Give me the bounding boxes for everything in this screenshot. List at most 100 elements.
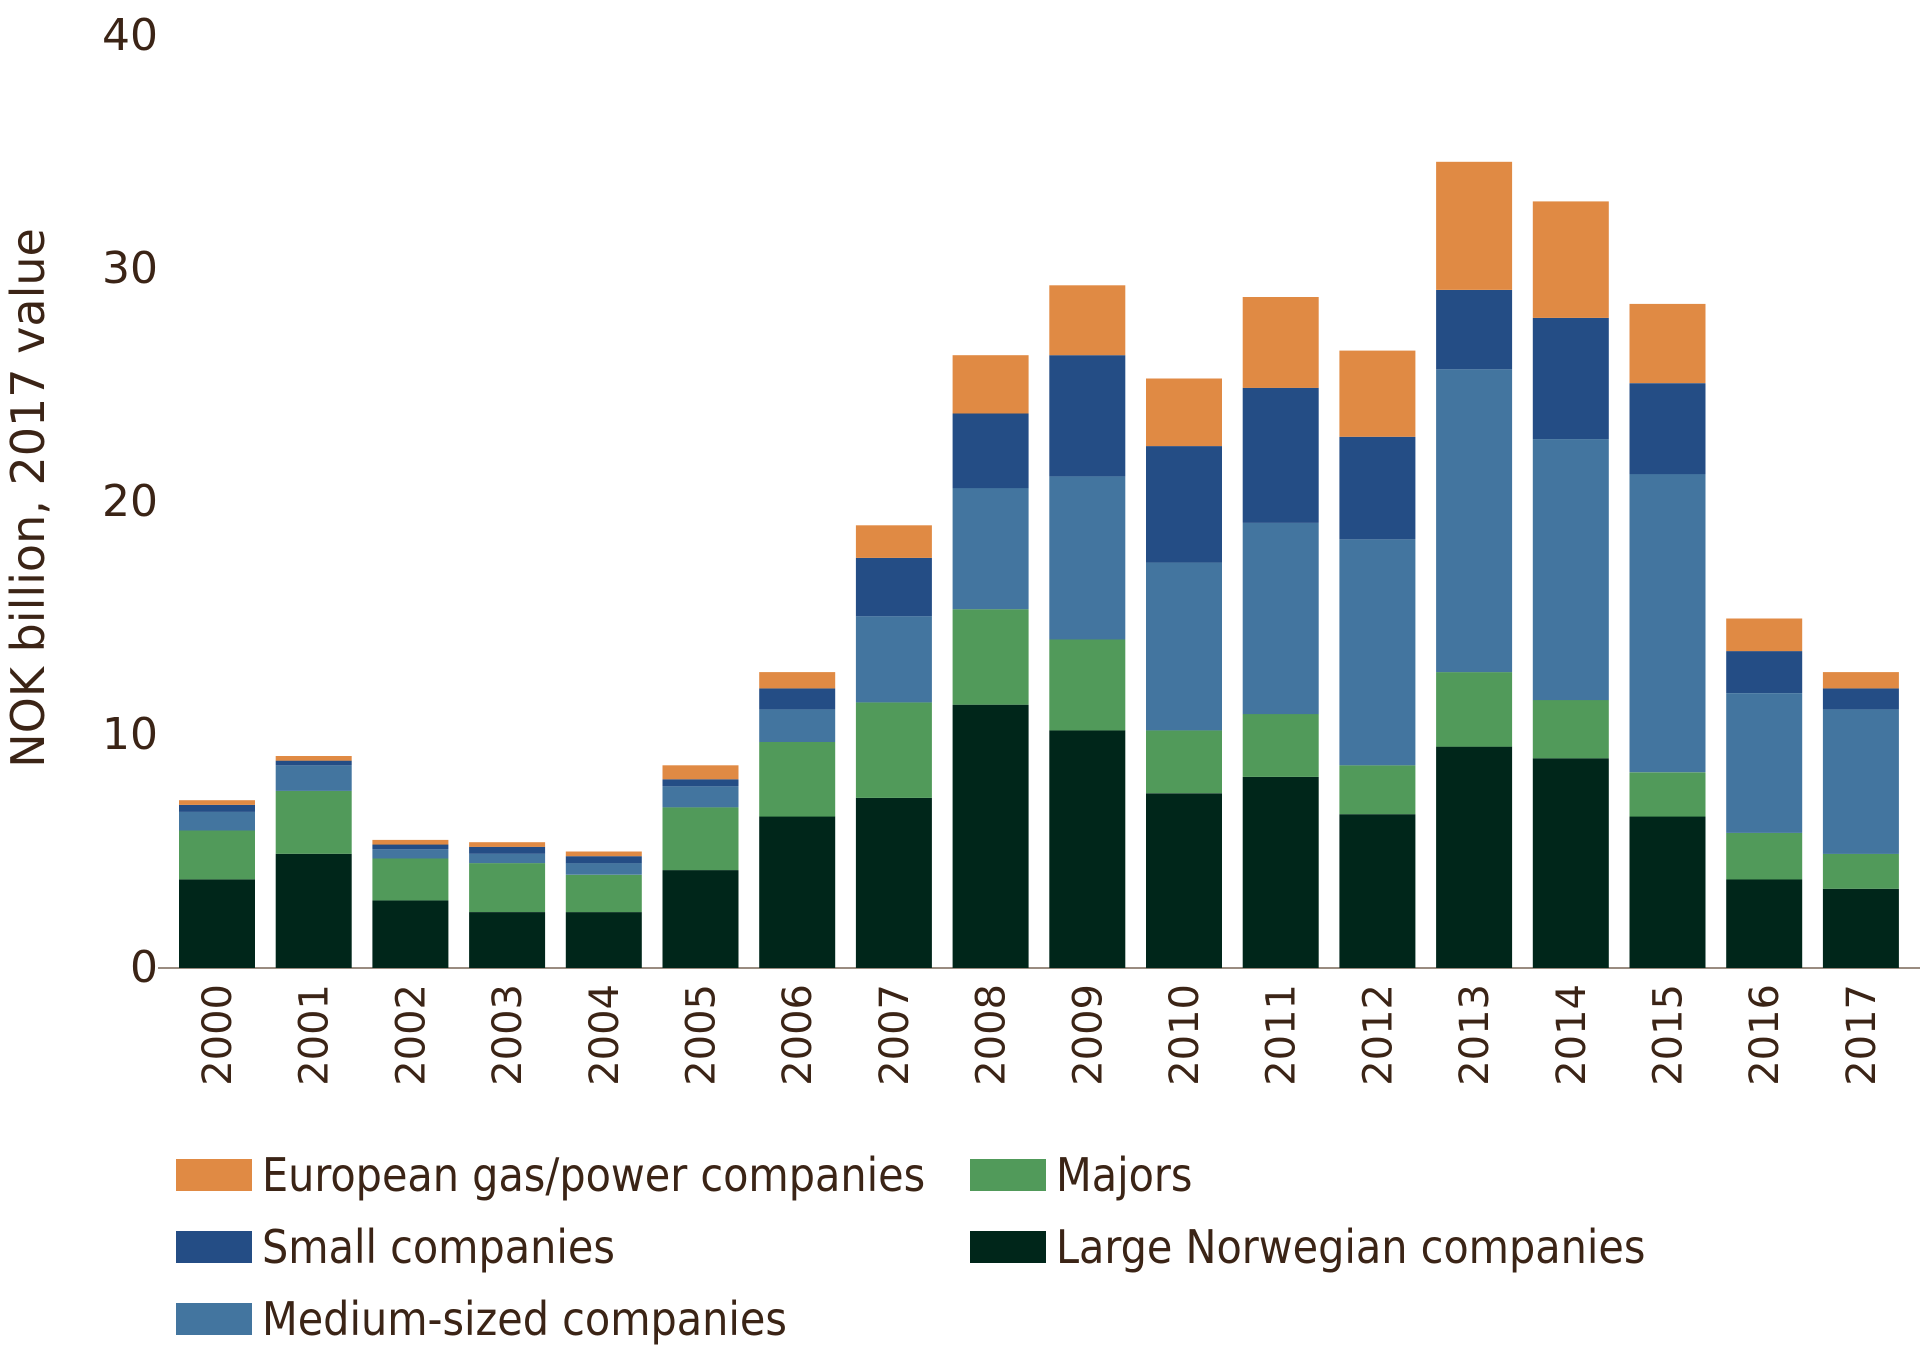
bar-small-2009 [1049, 355, 1126, 477]
bars [179, 161, 1899, 969]
x-tick-label: 2010 [1162, 984, 1208, 1086]
bar-large-2009 [1049, 730, 1126, 968]
x-tick-label: 2014 [1549, 984, 1595, 1086]
bar-european-2004 [565, 851, 642, 857]
bar-large-2000 [179, 879, 255, 968]
y-axis-label: NOK billion, 2017 value [1, 228, 55, 768]
x-tick-label: 2008 [969, 984, 1015, 1086]
bar-majors-2015 [1629, 772, 1706, 817]
bar-large-2001 [275, 853, 352, 968]
bar-large-2014 [1532, 758, 1609, 968]
bar-medium-2013 [1436, 369, 1513, 673]
bar-european-2016 [1726, 618, 1803, 652]
bar-medium-2015 [1629, 474, 1706, 773]
x-tick-label: 2001 [292, 984, 338, 1086]
bar-small-2005 [662, 779, 739, 787]
bar-medium-2017 [1822, 709, 1899, 854]
bar-medium-2016 [1726, 693, 1803, 833]
legend-label-large: Large Norwegian companies [1056, 1220, 1645, 1274]
bar-majors-2006 [759, 742, 836, 817]
bar-majors-2007 [855, 702, 932, 798]
bar-small-2013 [1436, 290, 1513, 370]
bar-european-2005 [662, 765, 739, 780]
bar-medium-2003 [469, 853, 546, 864]
legend-swatch-small [176, 1231, 252, 1263]
bar-majors-2002 [372, 858, 449, 901]
x-tick-label: 2015 [1646, 984, 1692, 1086]
bar-medium-2008 [952, 488, 1029, 610]
bar-small-2007 [855, 557, 932, 617]
bar-european-2013 [1436, 161, 1513, 290]
bar-small-2003 [469, 846, 546, 854]
bar-european-2009 [1049, 285, 1126, 356]
x-axis-ticks: 2000 2001 2002 2003 2004 2005 2006 2007 2008 2009… [195, 984, 1885, 1086]
bar-majors-2016 [1726, 832, 1803, 880]
bar-medium-2005 [662, 786, 739, 808]
bar-large-2011 [1242, 776, 1319, 968]
bar-majors-2011 [1242, 714, 1319, 777]
legend-swatch-european [176, 1159, 252, 1191]
bar-majors-2005 [662, 807, 739, 871]
x-tick-label: 2013 [1452, 984, 1498, 1086]
bar-european-2002 [372, 839, 449, 845]
bar-majors-2008 [952, 609, 1029, 705]
bar-small-2011 [1242, 387, 1319, 523]
x-tick-label: 2006 [775, 984, 821, 1086]
x-tick-label: 2009 [1065, 984, 1111, 1086]
y-axis-ticks: 0 10 20 30 40 [102, 10, 158, 993]
bar-large-2010 [1146, 793, 1222, 969]
bar-medium-2001 [275, 765, 352, 791]
bar-majors-2000 [179, 830, 255, 880]
bar-majors-2017 [1822, 853, 1899, 889]
bar-large-2007 [855, 797, 932, 968]
bar-european-2007 [855, 525, 932, 558]
bar-european-2008 [952, 355, 1029, 414]
bar-small-2000 [179, 804, 255, 812]
x-tick-label: 2005 [679, 984, 725, 1086]
legend-label-majors: Majors [1056, 1148, 1192, 1202]
bar-small-2001 [275, 760, 352, 766]
bar-small-2015 [1629, 383, 1706, 475]
bar-large-2004 [565, 912, 642, 968]
bar-majors-2013 [1436, 672, 1513, 747]
x-tick-label: 2017 [1839, 984, 1885, 1086]
bar-large-2016 [1726, 879, 1803, 968]
bar-small-2002 [372, 844, 449, 850]
bar-large-2013 [1436, 746, 1513, 968]
legend-label-european: European gas/power companies [262, 1148, 925, 1202]
bar-medium-2011 [1242, 523, 1319, 715]
legend-swatch-medium [176, 1303, 252, 1335]
bar-majors-2004 [565, 874, 642, 913]
bar-medium-2009 [1049, 476, 1126, 640]
x-tick-label: 2011 [1259, 984, 1305, 1086]
y-tick-label: 0 [130, 942, 158, 993]
bar-large-2003 [469, 912, 546, 968]
x-tick-label: 2000 [195, 984, 241, 1086]
bar-medium-2012 [1339, 539, 1416, 766]
bar-medium-2006 [759, 709, 836, 742]
bar-large-2002 [372, 900, 449, 968]
bar-large-2005 [662, 870, 739, 968]
bar-medium-2014 [1532, 439, 1609, 701]
bar-european-2014 [1532, 201, 1609, 318]
x-tick-label: 2004 [582, 984, 628, 1086]
bar-european-2010 [1146, 378, 1222, 447]
bar-majors-2001 [275, 790, 352, 854]
x-tick-label: 2007 [872, 984, 918, 1086]
bar-european-2003 [469, 842, 546, 847]
legend-label-medium: Medium-sized companies [262, 1292, 787, 1346]
legend-swatch-large [970, 1231, 1046, 1263]
bar-majors-2010 [1146, 730, 1222, 794]
bar-medium-2002 [372, 849, 449, 859]
bar-european-2011 [1242, 297, 1319, 388]
x-tick-label: 2016 [1742, 984, 1788, 1086]
bar-small-2016 [1726, 651, 1803, 693]
y-tick-label: 30 [102, 243, 158, 294]
bar-large-2015 [1629, 816, 1706, 968]
legend: European gas/power companies Majors Small … [176, 1148, 1645, 1346]
bar-small-2004 [565, 856, 642, 864]
y-tick-label: 10 [102, 709, 158, 760]
bar-large-2008 [952, 704, 1029, 968]
bar-medium-2000 [179, 811, 255, 831]
bar-medium-2007 [855, 616, 932, 703]
